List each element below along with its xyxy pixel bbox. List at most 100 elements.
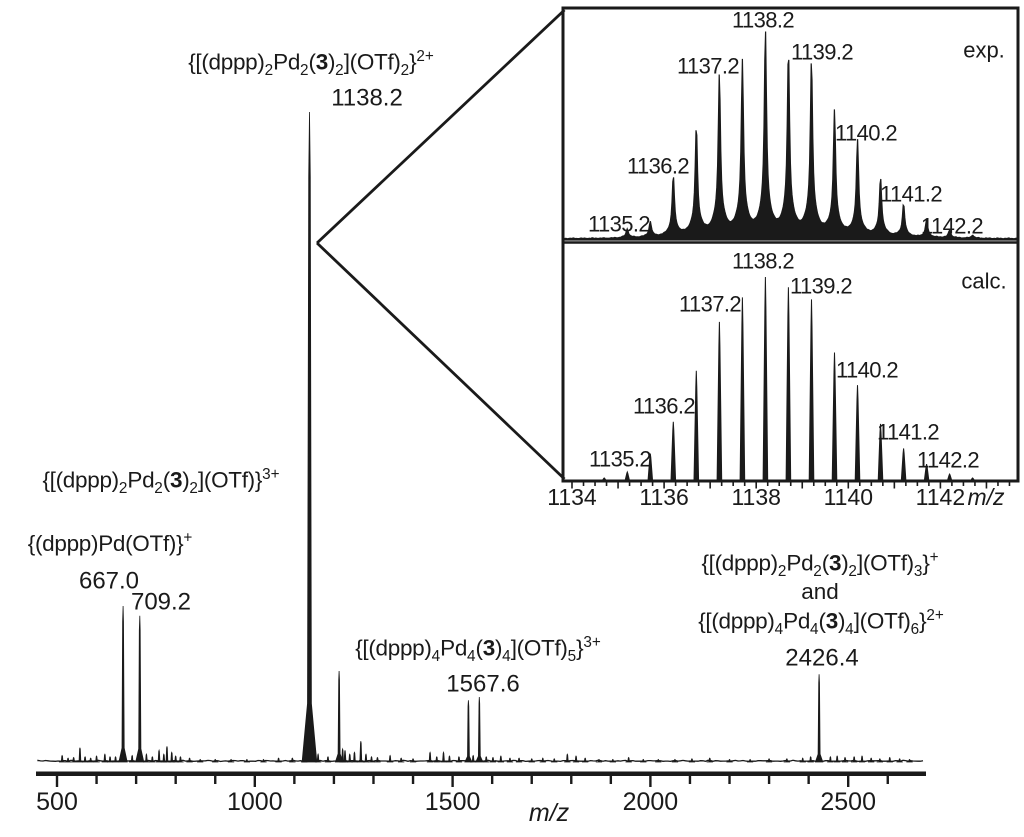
inset-calc-peak	[693, 370, 700, 482]
main-peak	[70, 756, 77, 763]
main-peak	[197, 758, 204, 763]
main-peak	[177, 756, 184, 763]
main-peak	[609, 758, 617, 763]
main-peak	[464, 700, 473, 763]
main-peak	[850, 756, 858, 763]
main-peak	[841, 756, 849, 763]
main-axis-tick-label: 1000	[226, 788, 283, 816]
inset-exp-trace	[563, 31, 1018, 241]
main-peak	[386, 754, 394, 763]
main-peak	[426, 751, 434, 763]
peak-value-2426: 2426.4	[785, 644, 859, 672]
exp-isotope-label: 1137.2	[676, 53, 740, 79]
callout-line-top	[316, 8, 566, 245]
calc-isotope-label: 1137.2	[678, 291, 742, 317]
main-peak	[867, 757, 875, 763]
main-peak	[655, 758, 662, 763]
main-peak	[799, 757, 806, 763]
main-peak	[243, 758, 251, 763]
main-axis-tick-label: 500	[36, 788, 78, 816]
main-peak	[746, 758, 754, 763]
inset-calc-peak	[785, 287, 792, 482]
main-peak	[374, 756, 381, 763]
exp-isotope-label: 1141.2	[879, 181, 943, 207]
main-peak	[807, 756, 814, 763]
peak-value-1567: 1567.6	[446, 670, 520, 698]
inset-calc-peak	[900, 448, 907, 482]
main-peak	[688, 758, 696, 763]
main-peak	[572, 755, 580, 763]
main-peak	[671, 758, 679, 763]
inset-axis-tick-label: 1140	[823, 484, 874, 510]
calc-isotope-label: 1139.2	[789, 273, 853, 299]
main-axis-tick-label: 2000	[622, 788, 679, 816]
inset-calc-peak	[670, 421, 677, 482]
main-peak	[455, 756, 463, 763]
main-peak	[289, 757, 296, 763]
main-axis-unit-label: m/z	[528, 799, 570, 827]
main-peak	[186, 757, 193, 763]
inset-calc-peak	[739, 297, 746, 482]
main-peak	[227, 758, 235, 763]
main-peak	[581, 757, 589, 763]
main-peak	[886, 756, 893, 763]
exp-isotope-label: 1139.2	[790, 39, 854, 65]
calc-isotope-label: 1136.2	[632, 393, 696, 419]
calc-isotope-label: 1135.2	[588, 446, 652, 472]
inset-calc-peak	[762, 276, 769, 482]
assignment-2426-formula-a: {[(dppp)2Pd2(3)2](OTf)3}+	[701, 548, 939, 580]
main-peak	[783, 758, 791, 763]
main-peak	[301, 756, 308, 763]
inset-calc-peak	[854, 385, 861, 482]
calc-isotope-label: 1142.2	[916, 447, 980, 473]
inset-axis-unit-label: m/z	[967, 484, 1005, 510]
inset-frame	[561, 6, 1020, 483]
inset-calc-peak	[716, 321, 723, 482]
main-peak	[528, 758, 535, 763]
main-peak	[506, 757, 514, 763]
main-peak	[135, 615, 145, 763]
assignment-1138-formula: {[(dppp)2Pd2(3)2](OTf)2}2+	[188, 47, 434, 79]
main-peak	[356, 741, 366, 763]
main-peak	[896, 758, 903, 763]
inset-calc-tag: calc.	[961, 268, 1007, 294]
main-peak	[475, 696, 484, 763]
main-peak	[876, 758, 884, 763]
calc-isotope-label: 1140.2	[835, 357, 899, 383]
assignment-3plus-formula: {[(dppp)2Pd2(3)2](OTf)}3+	[42, 465, 280, 497]
callout-line-bottom	[316, 241, 566, 481]
main-peak	[765, 758, 773, 763]
main-axis-tick-label: 1500	[424, 788, 481, 816]
main-peak	[334, 670, 344, 763]
main-peak	[726, 758, 733, 763]
main-peak	[260, 758, 267, 763]
main-peak	[539, 757, 546, 763]
main-peak	[324, 756, 332, 763]
main-x-axis	[36, 771, 926, 776]
main-peak	[433, 756, 440, 763]
main-peak	[301, 111, 318, 763]
main-peak	[515, 757, 523, 763]
inset-calc-peak	[808, 299, 815, 482]
main-peak	[551, 758, 558, 763]
main-peak	[906, 758, 913, 763]
main-peak	[483, 756, 490, 763]
exp-isotope-label: 1136.2	[626, 153, 690, 179]
main-peak	[76, 747, 84, 763]
calc-isotope-label: 1141.2	[876, 419, 940, 445]
main-peak	[489, 756, 497, 763]
main-peak	[706, 757, 713, 763]
main-peak	[409, 758, 417, 763]
main-peak	[833, 755, 841, 763]
main-peak	[275, 757, 282, 763]
assignment-2426-and: and	[801, 579, 839, 605]
main-peak	[314, 753, 322, 763]
main-peak	[595, 758, 603, 763]
inset-axis-tick-label: 1134	[547, 484, 597, 510]
main-peak	[625, 756, 632, 763]
main-peak	[858, 755, 866, 763]
main-peak	[112, 756, 119, 763]
main-peak	[827, 756, 834, 763]
